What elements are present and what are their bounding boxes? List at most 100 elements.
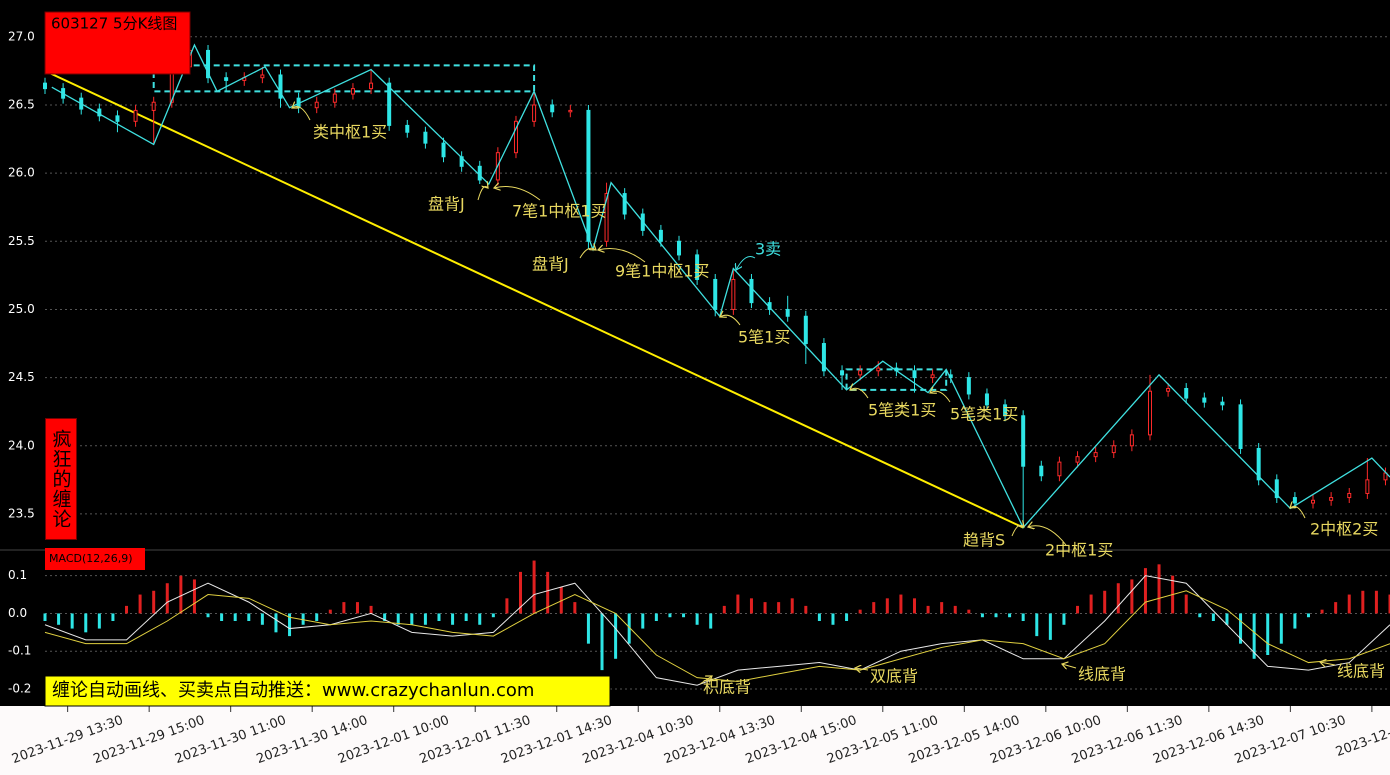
candle-body xyxy=(695,254,700,280)
macd-bar xyxy=(1116,583,1120,614)
macd-bar xyxy=(355,602,359,614)
macd-bar xyxy=(1361,590,1365,614)
macd-bar xyxy=(152,590,156,614)
macd-title: MACD(12,26,9) xyxy=(49,552,133,565)
macd-bar xyxy=(206,613,210,618)
macd-bar xyxy=(709,613,713,629)
y-tick-label: -0.2 xyxy=(8,682,31,696)
y-tick-label: 26.0 xyxy=(8,166,35,180)
y-tick-label: -0.1 xyxy=(8,644,31,658)
macd-bar xyxy=(1388,594,1390,614)
macd-bar xyxy=(858,609,862,614)
macd-bar xyxy=(410,613,414,625)
macd-bar xyxy=(573,602,577,614)
pivot-box xyxy=(152,64,536,93)
macd-bar xyxy=(1062,613,1066,625)
candle-body xyxy=(785,308,790,317)
macd-bar xyxy=(1198,613,1202,618)
macd-bar xyxy=(736,594,740,614)
candle-body xyxy=(43,82,47,90)
candle-body xyxy=(1166,388,1171,392)
macd-bar xyxy=(288,613,292,637)
macd-bar xyxy=(722,605,726,614)
macd-bar xyxy=(1157,564,1161,614)
candle-body xyxy=(387,82,392,126)
candle-body xyxy=(1220,401,1225,406)
annotation: 盘背J xyxy=(532,255,569,274)
annotation: 5笔1买 xyxy=(738,328,790,347)
annotation: 趋背S xyxy=(963,531,1005,550)
candle-body xyxy=(912,370,917,379)
macd-bar xyxy=(1374,590,1378,614)
candle-body xyxy=(260,74,265,79)
trend-line xyxy=(44,69,1024,529)
candle-body xyxy=(966,377,971,395)
annotation-arrow xyxy=(292,107,311,121)
annotation: 5笔类1买 xyxy=(868,401,936,420)
macd-bar xyxy=(315,613,319,621)
macd-bar xyxy=(111,613,115,621)
annotation-arrow xyxy=(494,187,541,201)
macd-bar xyxy=(1266,613,1270,655)
macd-bar xyxy=(1021,613,1025,621)
candle-body xyxy=(405,124,410,133)
candle-body xyxy=(206,49,211,79)
candle-body xyxy=(1329,497,1334,501)
candle-body xyxy=(1184,388,1189,399)
macd-bar xyxy=(600,613,604,671)
candle-body xyxy=(731,278,736,310)
macd-bar xyxy=(559,587,563,614)
macd-bar xyxy=(790,598,794,614)
banner: 缠论自动画线、买卖点自动推送：www.crazychanlun.com xyxy=(52,680,534,701)
candle-body xyxy=(1003,404,1008,417)
candle-body xyxy=(604,193,609,242)
macd-bar xyxy=(1089,594,1093,614)
annotation-arrow xyxy=(1062,664,1077,668)
y-tick-label: 25.5 xyxy=(8,234,35,248)
macd-bar xyxy=(179,575,183,614)
candle-body xyxy=(1365,479,1370,494)
candle-body xyxy=(115,115,120,122)
bi-stroke xyxy=(51,43,1390,529)
annotation: 5笔类1买 xyxy=(950,405,1018,424)
annotation: 双底背 xyxy=(870,667,918,686)
candle-body xyxy=(658,229,663,242)
candle-body xyxy=(1075,456,1080,463)
macd-title-box xyxy=(45,548,145,570)
macd-bar xyxy=(682,613,686,618)
candle-body xyxy=(1292,497,1297,504)
annotation-arrow xyxy=(579,248,596,259)
macd-bar xyxy=(899,594,903,614)
macd-bar xyxy=(1143,568,1147,614)
y-tick-label: 25.0 xyxy=(8,302,35,316)
annotation: 线底背 xyxy=(1337,662,1385,681)
candle-body xyxy=(224,77,229,81)
macd-bar xyxy=(423,613,427,625)
macd-bar xyxy=(437,613,441,621)
annotation-arrow xyxy=(855,668,869,670)
y-tick-label: 0.1 xyxy=(8,568,27,582)
annotation: 2中枢1买 xyxy=(1045,541,1113,560)
candle-body xyxy=(1202,397,1207,403)
macd-bar xyxy=(43,613,47,621)
macd-bar xyxy=(1239,613,1243,644)
candle-body xyxy=(1238,404,1243,449)
macd-bar xyxy=(192,579,196,614)
macd-bar xyxy=(885,598,889,614)
macd-bar xyxy=(125,605,129,614)
annotation-arrow xyxy=(720,315,741,326)
macd-bar xyxy=(1306,613,1310,618)
candle-body xyxy=(423,131,428,144)
macd-bar xyxy=(777,602,781,614)
macd-bar xyxy=(1048,613,1052,640)
macd-bar xyxy=(980,613,984,618)
dea-line xyxy=(44,590,1390,682)
candle-body xyxy=(151,101,156,111)
macd-bar xyxy=(1103,590,1107,614)
candle-body xyxy=(840,370,845,376)
macd-bar xyxy=(614,613,618,659)
candle-body xyxy=(984,393,989,406)
candle-body xyxy=(1147,390,1152,436)
y-tick-label: 26.5 xyxy=(8,97,35,111)
candle-body xyxy=(568,109,573,113)
